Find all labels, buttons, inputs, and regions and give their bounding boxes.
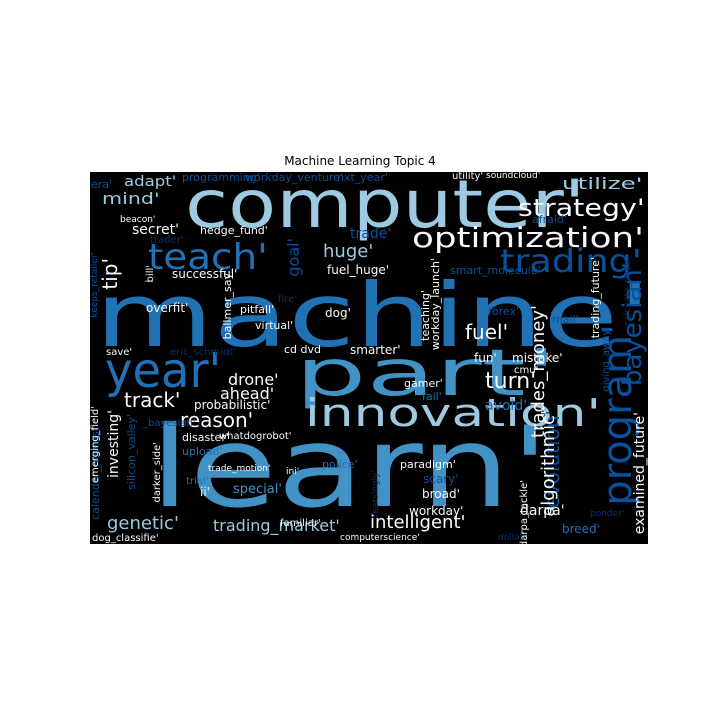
word-mind: mind' [102,189,160,208]
figure-title: Machine Learning Topic 4 [284,154,436,168]
word-trading: trading' [500,242,642,280]
word-dog: dog' [325,306,351,320]
word-programming: programming' [182,172,260,184]
word-huge: huge' [323,241,374,262]
word-breed: breed' [562,522,600,536]
word-track: track' [124,388,181,412]
word-giving-away: giving_away' [601,327,612,392]
word-fearsingly: fearsingly' [371,470,381,517]
word-fuel: fuel' [465,320,509,344]
word-cd-dvd: cd dvd [284,343,322,356]
word-trade-motion: trade_motion' [208,464,271,474]
word-hedge-fund: hedge_fund' [200,224,268,237]
word-overfit: overfit' [146,301,189,315]
word-innovation: innovation' [305,391,602,435]
word-ahead: ahead' [220,384,275,403]
word-upload: upload' [182,445,223,458]
word-successful: successful' [172,267,238,281]
word-afraid: afraid' [532,213,567,226]
word-bayesian: _bayesian' [143,418,196,429]
word-secret: secret' [132,222,180,238]
word-trade: trade' [350,226,392,242]
word-avoid: avoid' [485,398,528,414]
word-smarter: smarter' [350,343,401,357]
word-fun: fun' [474,351,497,365]
word-beacon: beacon' [120,215,156,225]
word-save: save' [106,347,133,358]
word-intelligent: intelligent' [370,512,466,533]
word-trial: trial' [186,476,209,487]
word-tip: tip' [98,258,122,290]
word-dollar: dollar' [498,533,526,543]
word-dog-classifie: dog_classifie' [92,533,159,544]
word-algorithmic: algorithmic' [538,410,559,517]
word-drone: drone' [228,370,279,389]
word-strategy: strategy' [518,194,645,222]
word-darpa: darpa' [520,503,565,519]
word-utility: utility' [452,172,484,182]
word-smart-molecule: smart_molecule' [450,264,541,277]
word-bill: bill' [145,265,156,283]
word-forex: forex' [488,305,519,318]
word-police: police' [322,458,358,471]
word-workday-launch: workday_launch' [429,258,442,351]
word-emerging-field: emerging_field' [90,406,101,484]
word-trader: trader' [150,235,184,246]
word-adapt: adapt' [124,174,177,190]
word-virtual: virtual' [255,319,294,332]
word-year: year' [105,343,222,399]
word-teach: teach' [148,237,268,278]
word-fail: fail' [422,390,442,403]
word-part: part' [295,337,557,411]
word-computer: computer' [185,172,586,243]
word-workday-venture: workday_venture' [245,172,343,184]
word-utilize: utilize' [562,174,643,193]
word-silicon-valley: silicon_valley' [125,414,138,490]
word-scary: scary' [423,472,459,486]
word-era: era' [91,178,113,191]
word-pitfall: pitfall' [240,303,275,316]
word-calcuate-rmse: calcuate_rmse' [623,258,633,326]
word-trading-market: trading_market' [213,516,340,535]
word-ballmer-say: ballmer_say' [221,270,234,340]
word-turn: turn' [485,369,537,394]
word-broad: broad' [422,487,460,501]
word-trading-future: trading_future' [589,257,602,339]
word-disaster: disaster' [182,431,229,444]
word-computerscience: computerscience' [340,533,420,543]
word-fuel-huge: fuel_huge' [327,263,390,277]
word-nxt-year: nxt_year' [337,172,388,184]
word-ini: ini' [286,467,300,477]
word-optimization: optimization' [412,221,644,254]
word-workday: workday' [409,504,464,518]
word-gamer: gamer' [404,377,443,390]
word-mail: mail' [552,313,579,326]
word-paradigm: paradigm' [400,458,456,471]
word-whatdogrobot: whatdogrobot' [219,431,292,442]
word-reason: reason' [180,408,254,432]
word-cloud: machine' learn' computer' part' year' innovat… [90,172,648,544]
word-goal: goal' [284,238,303,277]
word-ii: ii' [200,485,210,499]
word-darker-side: darker_side' [152,442,163,503]
word-ponder: ponder' [590,509,625,519]
word-learn: learn' [150,403,550,533]
word-familiar: familiar' [280,518,321,529]
word-special: special' [233,482,282,497]
word-soundcloud: soundcloud' [486,172,541,181]
word-probabilistic: probabilistic' [194,398,271,412]
word-machine: machine' [95,264,648,367]
word-keeps-retailer: keeps_retailer' [90,252,100,318]
word-examined-future: examined_future' [632,412,648,535]
word-genetic: genetic' [107,513,179,534]
word-eric-schmidt: eric_schmidt' [170,347,237,358]
word-cmu: cmu' [514,365,539,376]
word-fire: fire' [278,294,298,305]
word-mistake: mistake' [512,351,563,365]
word-investing: investing' [106,410,122,478]
